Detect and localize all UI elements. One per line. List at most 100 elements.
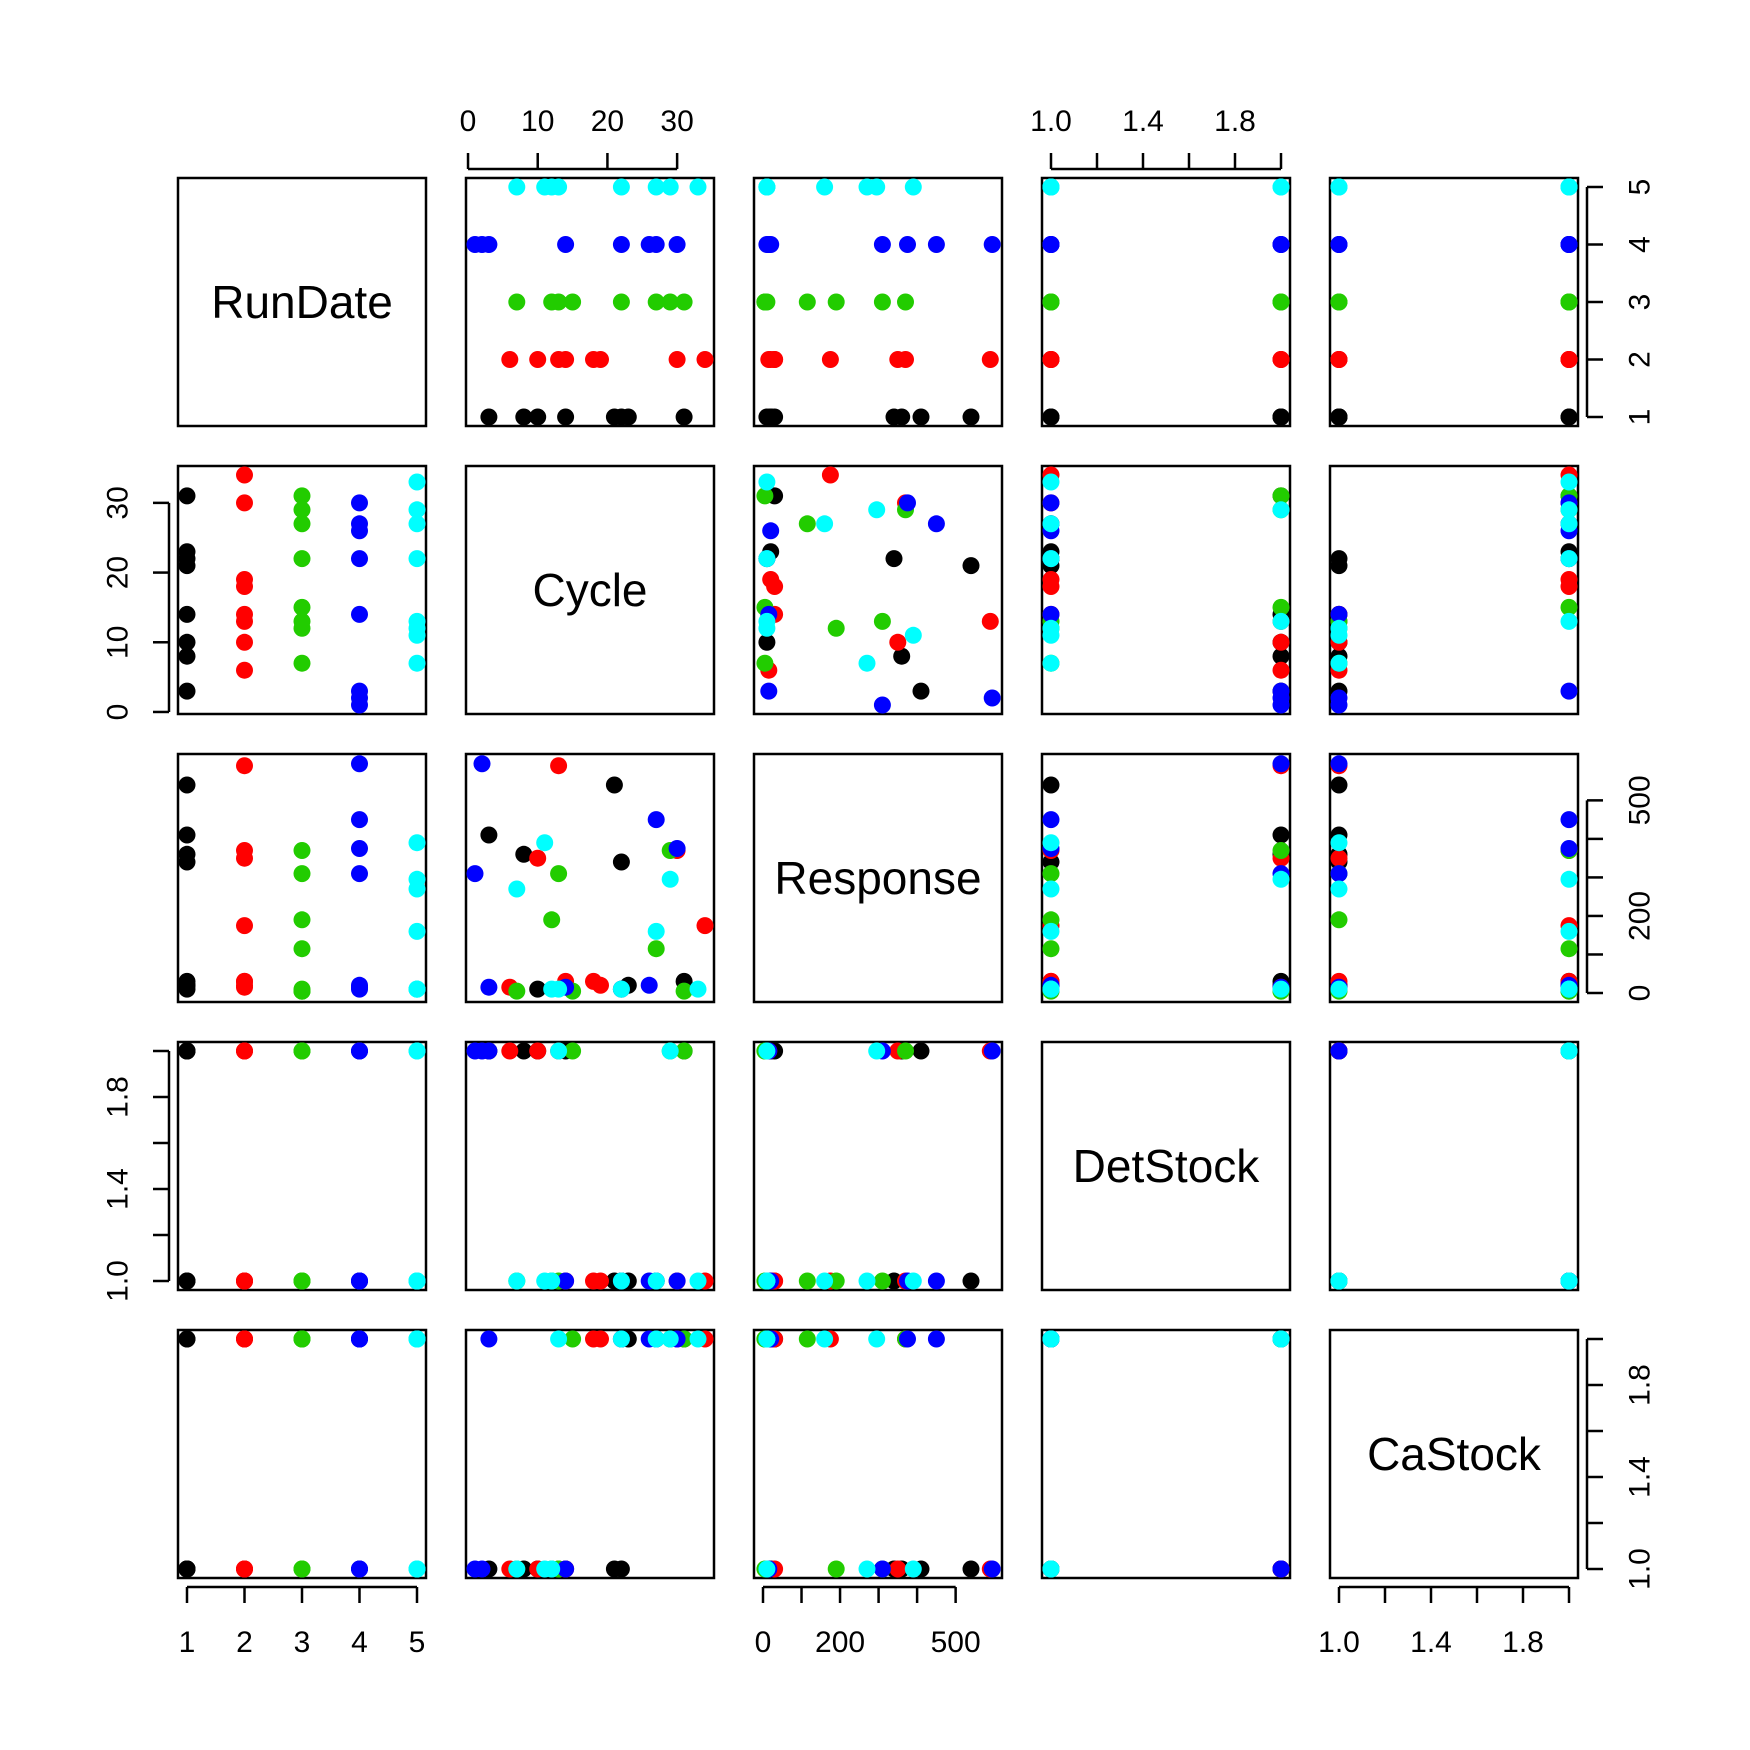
data-point (897, 351, 914, 368)
data-point (912, 682, 930, 700)
data-point (592, 1330, 609, 1348)
data-point (889, 1560, 907, 1578)
data-point (293, 501, 311, 519)
tick-label: 1.4 (1410, 1626, 1452, 1659)
data-point (351, 605, 368, 623)
data-point (1330, 849, 1348, 867)
data-point (178, 972, 196, 990)
data-point (827, 293, 845, 311)
data-point (675, 293, 693, 311)
data-point (236, 1560, 253, 1578)
data-point (351, 976, 368, 994)
data-point (236, 661, 253, 679)
data-point (1330, 689, 1348, 707)
data-point (612, 236, 630, 253)
data-point (1330, 293, 1348, 311)
data-point (466, 865, 484, 883)
data-point (529, 351, 547, 368)
data-point (480, 978, 498, 996)
data-point (1042, 515, 1060, 533)
tick-label: 20 (591, 105, 624, 138)
data-point (1042, 1330, 1060, 1348)
data-point (480, 1330, 498, 1348)
data-point (1330, 236, 1348, 253)
data-point (293, 911, 311, 929)
data-point (564, 1042, 582, 1060)
panel-frame (464, 1040, 716, 1292)
top-axis-detstock: 1.0 1.4 1.8 (1030, 105, 1283, 171)
panel-detstock-vs-cycle (464, 1040, 716, 1292)
data-point (899, 236, 916, 253)
data-point (236, 605, 253, 623)
data-point (1042, 1560, 1060, 1578)
tick-label: 4 (1624, 236, 1657, 253)
data-point (550, 757, 568, 775)
data-point (647, 236, 665, 253)
tick-label: 0 (1624, 985, 1657, 1002)
data-point (178, 1042, 196, 1060)
data-point (293, 982, 311, 1000)
data-point (480, 1042, 498, 1060)
data-point (1560, 236, 1578, 253)
data-point (178, 1560, 196, 1578)
data-point (1272, 682, 1290, 700)
data-point (912, 408, 930, 426)
tick-label: 1.4 (1624, 1456, 1657, 1498)
data-point (501, 1042, 519, 1060)
data-point (351, 515, 368, 533)
data-point (983, 1560, 1001, 1578)
data-point (1042, 811, 1060, 829)
data-point (1330, 755, 1348, 773)
data-point (408, 612, 426, 630)
panel-detstock-vs-castock (1328, 1040, 1580, 1292)
panel-frame (752, 1328, 1004, 1580)
data-point (178, 605, 196, 623)
data-point (612, 853, 630, 871)
data-point (592, 976, 609, 994)
data-point (981, 351, 999, 368)
data-point (1272, 842, 1290, 859)
data-point (983, 1042, 1001, 1060)
tick-label: 10 (521, 105, 554, 138)
data-point (1042, 605, 1060, 623)
panel-detstock-vs-response (752, 1040, 1004, 1292)
data-point (515, 845, 533, 863)
data-point (1272, 1330, 1290, 1348)
data-point (408, 1042, 426, 1060)
data-point (1042, 473, 1060, 491)
data-point (351, 1560, 368, 1578)
data-point (661, 178, 679, 196)
panel-frame (1328, 752, 1580, 1004)
data-point (351, 865, 368, 883)
data-point (1272, 826, 1290, 844)
data-point (1272, 870, 1290, 888)
data-point (1560, 940, 1578, 958)
data-point (827, 619, 845, 637)
data-point (798, 1330, 816, 1348)
data-point (178, 633, 196, 651)
data-point (1042, 880, 1060, 898)
data-point (899, 494, 916, 512)
data-point (1042, 922, 1060, 940)
bottom-axis-castock: 1.0 1.4 1.8 (1318, 1585, 1571, 1659)
data-point (178, 543, 196, 561)
data-point (408, 501, 426, 519)
label-panel-cycle: Cycle (464, 464, 716, 716)
data-point (293, 842, 311, 859)
data-point (1560, 922, 1578, 940)
data-point (351, 1272, 368, 1290)
data-point (756, 654, 774, 672)
data-point (1042, 293, 1060, 311)
data-point (612, 980, 630, 998)
data-point (408, 1560, 426, 1578)
panel-rundate-vs-cycle (464, 176, 716, 428)
tick-label: 1.0 (1318, 1626, 1360, 1659)
data-point (236, 1272, 253, 1290)
data-point (758, 473, 776, 491)
tick-label: 1.0 (1624, 1548, 1657, 1590)
data-point (557, 1560, 575, 1578)
label-panel-response: Response (752, 752, 1004, 1004)
data-point (1272, 612, 1290, 630)
data-point (647, 940, 665, 958)
data-point (351, 840, 368, 857)
